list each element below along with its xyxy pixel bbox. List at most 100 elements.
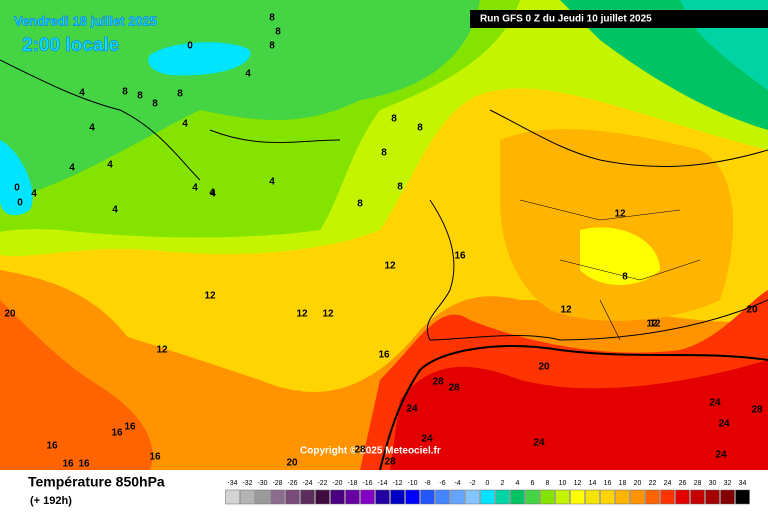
- scale-swatch: [330, 489, 345, 505]
- scale-swatch: [525, 489, 540, 505]
- contour-label: 8: [269, 41, 275, 52]
- contour-label: 24: [718, 419, 730, 430]
- scale-swatch: [675, 489, 690, 505]
- scale-swatch: [345, 489, 360, 505]
- contour-label: 0: [14, 183, 20, 194]
- scale-swatch: [630, 489, 645, 505]
- scale-swatch: [375, 489, 390, 505]
- scale-swatch: [360, 489, 375, 505]
- scale-label: 4: [516, 480, 520, 487]
- contour-label: 16: [46, 441, 58, 452]
- scale-label: 34: [739, 480, 747, 487]
- contour-label: 12: [560, 305, 572, 316]
- copyright: Copyright © 2025 Meteociel.fr: [300, 446, 441, 457]
- scale-label: 24: [664, 480, 672, 487]
- scale-label: 28: [694, 480, 702, 487]
- scale-label: -12: [392, 480, 402, 487]
- contour-label: 8: [177, 89, 183, 100]
- scale-label: -6: [439, 480, 445, 487]
- scale-label: 6: [531, 480, 535, 487]
- contour-label: 4: [245, 69, 251, 80]
- contour-label: 12: [296, 309, 308, 320]
- scale-label: 30: [709, 480, 717, 487]
- scale-label: -18: [347, 480, 357, 487]
- contour-label: 8: [152, 99, 158, 110]
- contour-label: 16: [111, 428, 123, 439]
- scale-swatch: [450, 489, 465, 505]
- scale-swatch: [285, 489, 300, 505]
- scale-label: -26: [287, 480, 297, 487]
- scale-label: -2: [469, 480, 475, 487]
- contour-label: 4: [31, 189, 37, 200]
- scale-label: 14: [589, 480, 597, 487]
- contour-label: 8: [397, 182, 403, 193]
- contour-label: 12: [204, 291, 216, 302]
- scale-label: -28: [272, 480, 282, 487]
- contour-label: 12: [649, 319, 661, 330]
- scale-swatch: [495, 489, 510, 505]
- contour-label: 4: [182, 119, 188, 130]
- scale-swatch: [585, 489, 600, 505]
- scale-label: 16: [604, 480, 612, 487]
- scale-label: 8: [546, 480, 550, 487]
- local-time: 2:00 locale: [22, 35, 119, 56]
- contour-label: 4: [192, 183, 198, 194]
- scale-label: 26: [679, 480, 687, 487]
- scale-swatch: [300, 489, 315, 505]
- contour-label: 16: [378, 350, 390, 361]
- valid-time: Vendredi 18 juillet 2025: [14, 13, 157, 28]
- contour-label: 12: [156, 345, 168, 356]
- scale-label: -8: [424, 480, 430, 487]
- contour-label: 4: [210, 189, 216, 200]
- scale-label: 0: [486, 480, 490, 487]
- scale-swatch: [465, 489, 480, 505]
- scale-swatch: [615, 489, 630, 505]
- scale-swatch: [405, 489, 420, 505]
- contour-label: 8: [122, 87, 128, 98]
- footer-title: Température 850hPa: [28, 474, 165, 490]
- scale-swatch: [720, 489, 735, 505]
- scale-label: -16: [362, 480, 372, 487]
- contour-label: 24: [533, 438, 545, 449]
- scale-swatch: [510, 489, 525, 505]
- contour-label: 16: [149, 452, 161, 463]
- contour-label: 28: [751, 405, 763, 416]
- contour-label: 8: [622, 272, 628, 283]
- scale-label: 10: [559, 480, 567, 487]
- scale-label: -34: [227, 480, 237, 487]
- scale-swatch: [315, 489, 330, 505]
- scale-swatch: [240, 489, 255, 505]
- contour-label: 8: [269, 13, 275, 24]
- scale-swatch: [420, 489, 435, 505]
- contour-label: 24: [406, 404, 418, 415]
- contour-label: 24: [421, 434, 433, 445]
- scale-swatch: [735, 489, 750, 505]
- contour-label: 12: [384, 261, 396, 272]
- contour-label: 8: [357, 199, 363, 210]
- contour-label: 20: [4, 309, 16, 320]
- scale-label: -14: [377, 480, 387, 487]
- scale-label: -10: [407, 480, 417, 487]
- scale-label: -32: [242, 480, 252, 487]
- contour-label: 8: [137, 91, 143, 102]
- scale-label: 2: [501, 480, 505, 487]
- scale-swatch: [390, 489, 405, 505]
- contour-label: 16: [124, 422, 136, 433]
- scale-swatch: [600, 489, 615, 505]
- map-background: [0, 0, 768, 470]
- contour-label: 16: [62, 459, 74, 470]
- scale-swatch: [645, 489, 660, 505]
- scale-swatch: [555, 489, 570, 505]
- scale-swatch: [435, 489, 450, 505]
- scale-label: -24: [302, 480, 312, 487]
- scale-label: -4: [454, 480, 460, 487]
- contour-label: 16: [78, 459, 90, 470]
- contour-label: 8: [381, 148, 387, 159]
- contour-label: 16: [454, 251, 466, 262]
- contour-label: 20: [538, 362, 550, 373]
- contour-label: 20: [286, 458, 298, 469]
- color-scale: -34 -32 -30 -28 -26 -24 -22 -20 -18 -16 -14 -12 -10-…: [225, 480, 750, 505]
- contour-label: 12: [614, 209, 626, 220]
- contour-label: 24: [715, 450, 727, 461]
